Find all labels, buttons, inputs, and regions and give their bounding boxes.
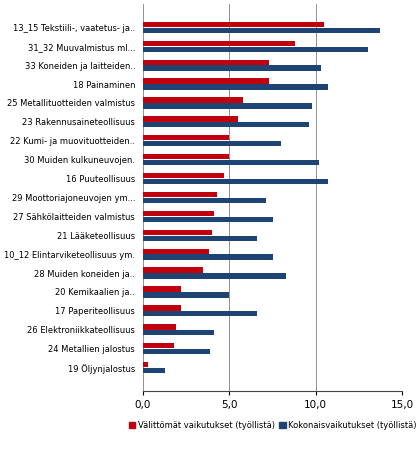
Bar [143, 286, 181, 292]
Bar [143, 198, 265, 203]
Bar [143, 368, 165, 373]
Bar [143, 211, 214, 216]
Bar [143, 160, 319, 165]
Bar [143, 28, 380, 33]
Bar [143, 173, 224, 178]
Bar [143, 22, 324, 27]
Bar [143, 311, 257, 316]
Bar [143, 343, 174, 349]
Bar [143, 362, 148, 367]
Bar [143, 305, 181, 311]
Bar [143, 122, 309, 127]
Bar [143, 103, 312, 108]
Bar [143, 141, 281, 146]
Bar [143, 47, 368, 52]
Legend: Välittömät vaikutukset (työllistä), Kokonaisvaikutukset (työllistä): Välittömät vaikutukset (työllistä), Koko… [125, 417, 418, 433]
Bar [143, 78, 269, 84]
Bar [143, 154, 229, 160]
Bar [143, 97, 243, 103]
Bar [143, 135, 229, 141]
Bar [143, 192, 217, 197]
Bar [143, 116, 238, 122]
Bar [143, 41, 295, 46]
Bar [143, 292, 229, 297]
Bar [143, 84, 328, 89]
Bar [143, 273, 286, 278]
Bar [143, 324, 176, 330]
Bar [143, 59, 269, 65]
Bar [143, 217, 273, 222]
Bar [143, 267, 203, 273]
Bar [143, 330, 214, 335]
Bar [143, 349, 210, 354]
Bar [143, 236, 257, 241]
Bar [143, 254, 273, 260]
Bar [143, 65, 321, 71]
Bar [143, 248, 209, 254]
Bar [143, 230, 212, 235]
Bar [143, 179, 328, 184]
